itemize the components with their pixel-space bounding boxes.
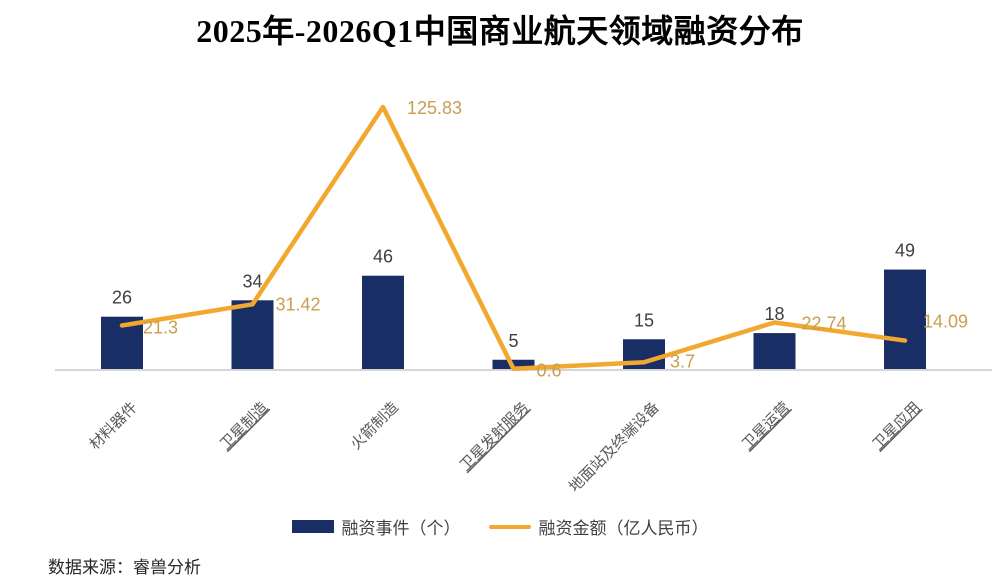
line-value-label-3: 0.6: [537, 361, 562, 381]
bar-1: [231, 300, 274, 370]
bar-value-label-1: 34: [242, 271, 262, 291]
chart-title: 2025年-2026Q1中国商业航天领域融资分布: [196, 13, 804, 49]
bar-4: [623, 339, 665, 370]
bar-value-label-5: 18: [764, 304, 784, 324]
bar-series-label: 融资事件（个）: [341, 519, 461, 538]
line-value-label-4: 3.7: [670, 351, 695, 371]
data-source-note: 数据来源：睿兽分析: [48, 558, 201, 577]
bar-6: [884, 269, 926, 370]
line-value-label-6: 14.09: [923, 312, 968, 332]
bar-value-label-0: 26: [112, 288, 132, 308]
bar-value-label-3: 5: [508, 331, 518, 351]
category-label-4: 地面站及终端设备: [566, 399, 663, 496]
bar-value-label-6: 49: [895, 241, 915, 261]
bar-2: [362, 275, 404, 370]
category-label-3: 卫星发射服务: [457, 399, 533, 475]
bar-series-swatch: [291, 520, 334, 533]
chart-legend: 融资事件（个） 融资金额（亿人民币）: [0, 514, 1000, 539]
category-label-0: 材料器件: [86, 399, 140, 453]
line-value-label-1: 31.42: [276, 294, 321, 314]
line-value-label-2: 125.83: [407, 98, 462, 118]
bar-value-label-2: 46: [373, 247, 393, 267]
category-label-5: 卫星运营: [739, 399, 793, 453]
line-value-label-0: 21.3: [143, 317, 178, 337]
line-value-label-5: 22.74: [802, 313, 847, 333]
line-series-swatch: [488, 524, 531, 529]
bar-value-label-4: 15: [634, 310, 654, 330]
legend-item-line-series: 融资金额（亿人民币）: [488, 514, 709, 539]
line-series-label: 融资金额（亿人民币）: [538, 519, 709, 538]
bar-5: [753, 333, 796, 370]
legend-item-bar-series: 融资事件（个）: [291, 514, 461, 539]
category-label-1: 卫星制造: [217, 399, 271, 453]
category-label-6: 卫星应用: [869, 398, 924, 453]
financing-amount-line: [119, 104, 908, 371]
category-label-2: 火箭制造: [347, 398, 402, 453]
